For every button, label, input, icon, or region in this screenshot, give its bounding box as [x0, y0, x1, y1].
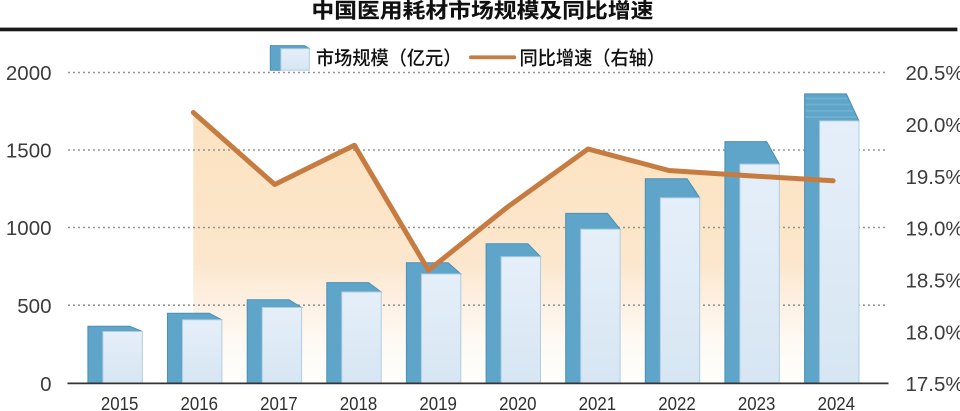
- svg-text:2016: 2016: [180, 393, 217, 411]
- svg-text:2021: 2021: [579, 393, 616, 411]
- svg-text:2020: 2020: [499, 393, 537, 411]
- svg-text:2019: 2019: [419, 393, 456, 411]
- svg-text:19.0%: 19.0%: [906, 218, 960, 241]
- svg-text:20.0%: 20.0%: [906, 114, 960, 137]
- svg-text:18.0%: 18.0%: [906, 321, 960, 344]
- svg-text:2022: 2022: [658, 393, 695, 411]
- svg-text:1000: 1000: [6, 217, 52, 240]
- svg-text:500: 500: [17, 295, 51, 318]
- svg-text:2000: 2000: [6, 62, 52, 85]
- svg-text:2015: 2015: [101, 393, 139, 411]
- svg-text:1500: 1500: [6, 140, 52, 163]
- svg-text:2018: 2018: [340, 393, 378, 411]
- svg-text:20.5%: 20.5%: [906, 62, 960, 85]
- svg-text:2023: 2023: [738, 393, 775, 411]
- svg-text:0: 0: [40, 373, 51, 396]
- svg-text:2024: 2024: [818, 393, 856, 411]
- svg-text:2017: 2017: [260, 393, 297, 411]
- svg-text:18.5%: 18.5%: [906, 270, 960, 293]
- svg-text:17.5%: 17.5%: [906, 373, 960, 396]
- svg-text:19.5%: 19.5%: [906, 166, 960, 189]
